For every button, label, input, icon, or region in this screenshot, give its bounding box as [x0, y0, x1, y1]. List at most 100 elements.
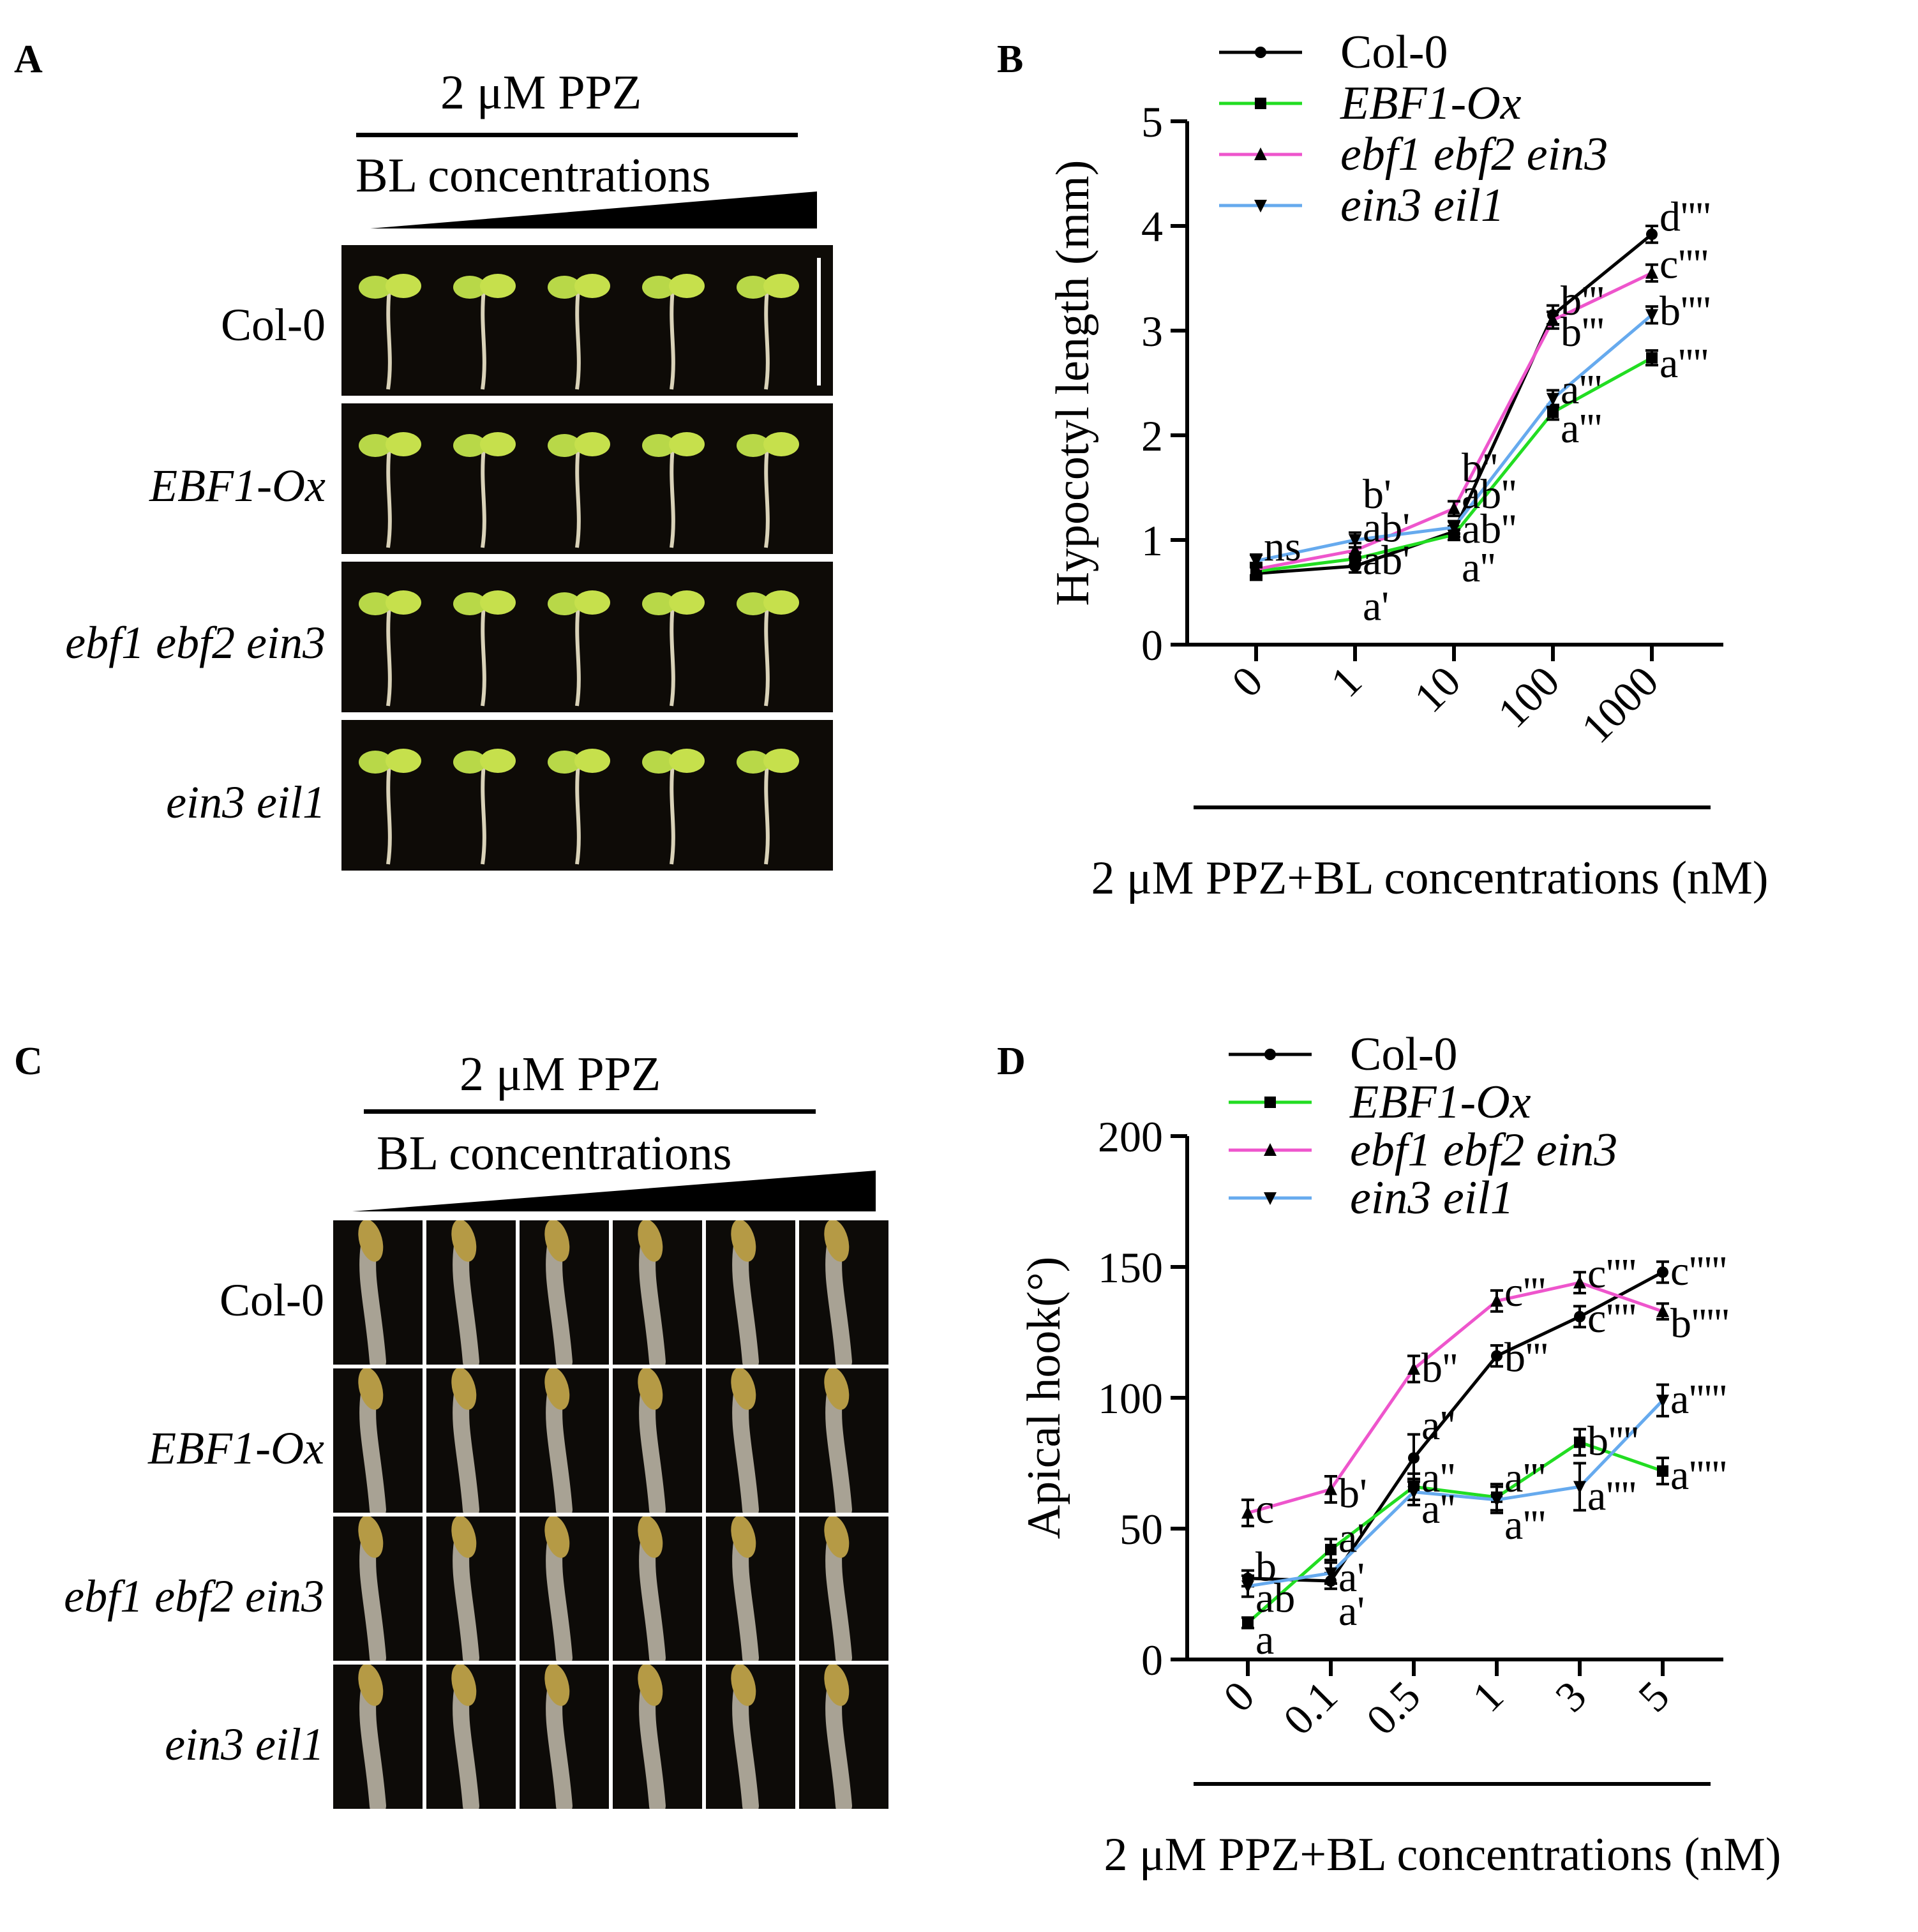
x-tick-label: 1000 [1572, 657, 1668, 753]
y-tick-label: 0 [1141, 1636, 1163, 1684]
data-point-marker [1573, 1275, 1586, 1289]
significance-letter: b'''' [1587, 1418, 1639, 1465]
significance-letter: a' [1338, 1554, 1365, 1601]
panel-a-treatment-label: 2 μM PPZ [440, 66, 642, 119]
significance-letter: a''' [1504, 1455, 1546, 1501]
data-point-marker [1250, 562, 1262, 575]
x-axis-label: 2 μM PPZ+BL concentrations (nM) [1091, 852, 1768, 904]
row-label: ein3 eil1 [166, 777, 326, 828]
seedling-image [732, 581, 802, 712]
panel-a-gradient-label: BL concentrations [356, 149, 711, 202]
panel-c-gradient-wedge [352, 1171, 876, 1211]
data-point-marker [1490, 1494, 1503, 1507]
hook-seedling-image [426, 1515, 516, 1666]
hook-seedling-image [333, 1515, 423, 1666]
legend-label: ein3 eil1 [1340, 179, 1504, 232]
series-line [1247, 1270, 1664, 1583]
seedling-image [449, 423, 519, 553]
x-tick-label: 0 [1214, 1672, 1264, 1721]
row-label: ebf1 ebf2 ein3 [65, 617, 326, 668]
significance-letter: a''''' [1670, 1452, 1727, 1499]
y-tick-label: 2 [1141, 412, 1163, 460]
data-point-marker [1573, 1481, 1586, 1494]
x-tick-label: 0.1 [1274, 1672, 1347, 1744]
y-tick-label: 4 [1141, 202, 1163, 251]
hook-seedling-image [799, 1515, 888, 1666]
panel-c-treatment-label: 2 μM PPZ [460, 1047, 661, 1101]
data-point-marker [1657, 1266, 1668, 1278]
seedling-image [543, 739, 613, 870]
hook-seedling-image [520, 1515, 609, 1666]
panel-letter-a: A [14, 38, 43, 81]
seedling-photo-row [341, 245, 833, 396]
series-ebf1-ebf2-ein3 [1250, 263, 1658, 577]
significance-letter: a'''' [1587, 1473, 1637, 1520]
x-tick-label: 1 [1321, 657, 1371, 707]
data-point-marker [1547, 393, 1559, 406]
data-point-marker [1264, 1049, 1276, 1060]
x-tick-label: 1 [1463, 1672, 1513, 1721]
series-ein3-eil1 [1250, 305, 1658, 569]
hook-seedling-image [706, 1219, 795, 1370]
seedling-image [638, 423, 708, 553]
significance-letters: cbabab'a'a'a'a''b''a''a''c'''b'''a'''a''… [1255, 1248, 1729, 1663]
y-tick-label: 200 [1098, 1112, 1163, 1161]
data-point-marker [1325, 1543, 1337, 1555]
scale-bar [817, 258, 821, 386]
row-label: Col-0 [219, 1275, 324, 1326]
data-point-marker [1574, 1436, 1585, 1448]
series-ein3-eil1 [1241, 1383, 1669, 1598]
legend-label: Col-0 [1350, 1028, 1458, 1081]
hook-seedling-image [799, 1219, 888, 1370]
seedling-image [543, 423, 613, 553]
significance-letter: a'' [1421, 1486, 1455, 1532]
data-point-marker [1407, 1361, 1420, 1375]
row-label: EBF1-Ox [148, 1423, 324, 1474]
x-tick-label: 3 [1546, 1672, 1596, 1721]
legend-item: ebf1 ebf2 ein3 [1229, 1124, 1617, 1176]
hook-seedling-image [613, 1219, 702, 1370]
data-point-marker [1646, 228, 1658, 241]
data-point-marker [1254, 147, 1267, 160]
legend-label: Col-0 [1340, 26, 1448, 79]
data-point-marker [1349, 543, 1361, 557]
significance-letter: b'' [1462, 445, 1498, 491]
significance-letter: a [1255, 1617, 1274, 1663]
seedling-image [449, 581, 519, 712]
x-tick-label: 5 [1629, 1672, 1679, 1721]
seedling-photo-row [341, 562, 833, 712]
hook-seedling-image [333, 1219, 423, 1370]
hook-seedling-image [706, 1663, 795, 1815]
legend-item: EBF1-Ox [1229, 1076, 1531, 1128]
hook-seedling-image [333, 1663, 423, 1815]
hook-seedling-image [706, 1367, 795, 1518]
significance-letter: b''''' [1670, 1300, 1729, 1347]
hook-seedling-image [426, 1367, 516, 1518]
hook-seedling-image [799, 1367, 888, 1518]
series-line [1247, 1399, 1664, 1588]
row-label: ein3 eil1 [165, 1719, 324, 1770]
hook-seedling-image [426, 1663, 516, 1815]
significance-letter: a''' [1561, 405, 1602, 452]
hook-seedling-image [706, 1515, 795, 1666]
y-tick-label: 1 [1141, 516, 1163, 565]
legend-label: ebf1 ebf2 ein3 [1340, 128, 1608, 181]
legend-label: EBF1-Ox [1340, 77, 1522, 130]
seedling-image [732, 264, 802, 395]
data-point-marker [1448, 521, 1460, 535]
significance-letter: b'' [1421, 1345, 1458, 1391]
y-tick-label: 5 [1141, 98, 1163, 146]
seedling-image [638, 581, 708, 712]
hook-seedling-image [799, 1663, 888, 1815]
significance-letter: c [1255, 1486, 1274, 1532]
significance-letter: c''''' [1670, 1248, 1727, 1294]
significance-letter: a'' [1421, 1455, 1455, 1501]
panel-a-gradient-wedge [370, 191, 817, 228]
series-ebf1-ebf2-ein3 [1241, 1271, 1669, 1527]
x-tick-label: 0.5 [1357, 1672, 1430, 1744]
data-point-marker [1349, 534, 1361, 547]
data-point-marker [1241, 1506, 1254, 1519]
